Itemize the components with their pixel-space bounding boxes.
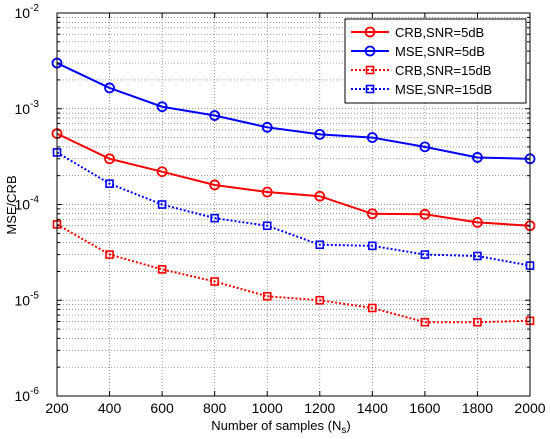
data-point — [366, 132, 378, 143]
y-tick-label-exponent: -4 — [30, 195, 39, 206]
x-axis-label: Number of samples (Ns) — [211, 418, 350, 436]
data-point — [210, 277, 219, 286]
x-axis-label-sub: s — [341, 425, 346, 436]
data-point — [156, 101, 168, 113]
x-tick-label: 400 — [98, 400, 122, 416]
legend-entry: MSE,SNR=15dB — [351, 82, 492, 97]
data-point — [368, 241, 377, 251]
y-tick-label-exponent: -3 — [30, 99, 39, 110]
data-point — [473, 317, 482, 327]
series-line — [56, 132, 531, 227]
data-point — [209, 179, 221, 191]
series-line — [56, 151, 531, 267]
data-point — [473, 251, 482, 261]
series-layer — [51, 57, 536, 327]
x-tick-label: 1200 — [304, 400, 335, 416]
data-point — [105, 179, 114, 188]
data-point — [104, 153, 115, 165]
x-tick-label: 800 — [203, 400, 227, 416]
data-point — [314, 128, 326, 140]
x-axis-label-main: Number of samples (N — [211, 418, 341, 433]
y-tick-label: 10-2 — [15, 3, 40, 21]
legend-marker — [365, 84, 375, 94]
y-tick-label-exponent: -2 — [30, 3, 39, 14]
data-point — [419, 141, 431, 153]
data-point — [419, 208, 431, 220]
data-point — [157, 265, 167, 274]
ticks — [56, 12, 531, 397]
legend-label: CRB,SNR=15dB — [395, 63, 491, 78]
data-point — [261, 121, 273, 133]
legend-label: CRB,SNR=5dB — [395, 25, 484, 40]
data-point — [420, 250, 430, 259]
legend-label: MSE,SNR=5dB — [395, 44, 485, 59]
legend-entry: CRB,SNR=5dB — [351, 25, 484, 40]
data-point — [472, 152, 483, 163]
legend-marker — [365, 65, 375, 75]
legend-entry: CRB,SNR=15dB — [351, 63, 491, 78]
x-axis-label-close: ) — [346, 418, 350, 433]
x-tick-label: 1000 — [252, 400, 283, 416]
y-tick-label: 10-4 — [15, 195, 40, 213]
x-tick-label: 2000 — [514, 400, 545, 416]
data-point — [262, 291, 272, 301]
data-point — [262, 221, 272, 231]
legend: CRB,SNR=5dB MSE,SNR=5dB CRB,SNR=15dB MSE,SN… — [344, 18, 527, 104]
x-tick-label: 600 — [150, 400, 174, 416]
data-point — [368, 303, 377, 313]
data-point — [315, 240, 325, 250]
data-point — [210, 213, 219, 223]
data-point — [104, 82, 115, 94]
series-0 — [51, 128, 536, 232]
data-point — [472, 217, 483, 228]
y-tick-label-base: 10 — [15, 101, 31, 117]
y-tick-label-base: 10 — [15, 388, 31, 404]
data-point — [105, 250, 114, 259]
y-tick-label-base: 10 — [15, 5, 31, 21]
data-point — [314, 190, 326, 202]
x-tick-label: 1400 — [357, 400, 388, 416]
data-point — [315, 295, 325, 305]
y-tick-label-base: 10 — [15, 197, 31, 213]
series-line — [56, 62, 531, 160]
y-axis-label: MSE/CRB — [4, 175, 19, 234]
y-tick-label-base: 10 — [15, 292, 31, 308]
y-tick-label-exponent: -6 — [30, 386, 39, 397]
tick-labels: 200 400 600 800 1000 1200 1400 1600 1800 200010-6… — [15, 3, 546, 416]
data-point — [420, 317, 430, 327]
data-point — [157, 200, 167, 209]
y-tick-label-exponent: -5 — [30, 290, 39, 301]
data-point — [156, 166, 168, 178]
y-tick-label: 10-5 — [15, 290, 40, 308]
x-tick-label: 1600 — [409, 400, 440, 416]
legend-entry: MSE,SNR=5dB — [351, 44, 485, 59]
legend-marker — [364, 45, 376, 57]
y-tick-label: 10-6 — [15, 386, 40, 404]
x-tick-label: 200 — [45, 400, 69, 416]
data-point — [209, 110, 221, 121]
legend-marker — [364, 26, 376, 38]
y-tick-label: 10-3 — [15, 99, 40, 117]
data-point — [366, 208, 378, 220]
legend-label: MSE,SNR=15dB — [395, 82, 492, 97]
x-tick-label: 1800 — [462, 400, 493, 416]
data-point — [261, 186, 273, 198]
